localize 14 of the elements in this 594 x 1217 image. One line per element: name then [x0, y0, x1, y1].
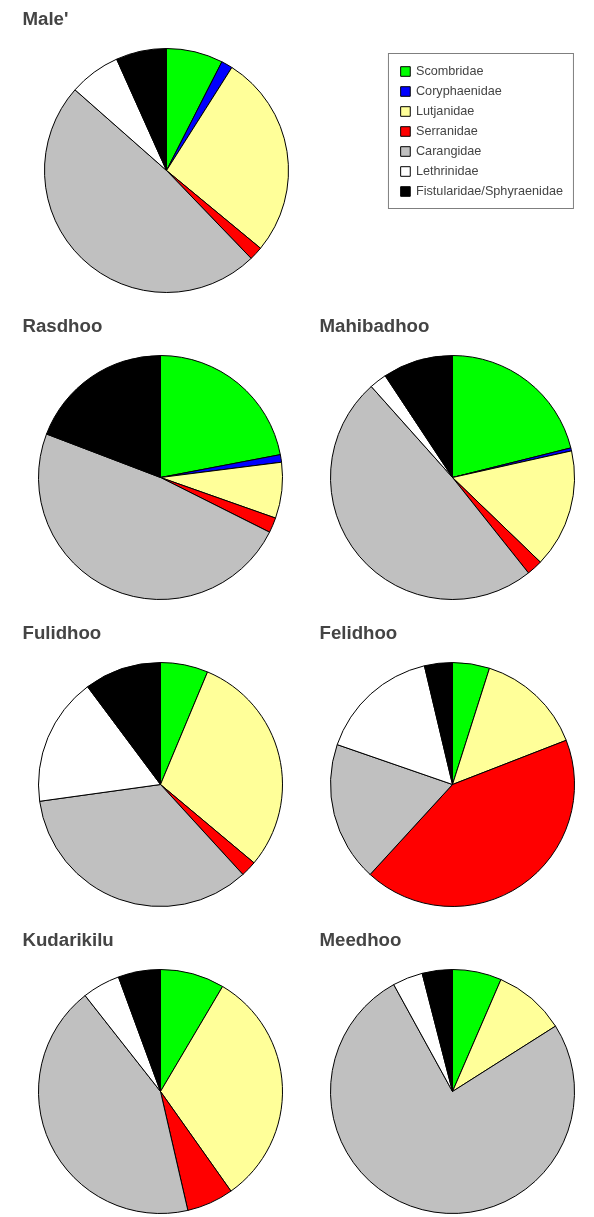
legend-label: Lutjanidae [415, 104, 475, 118]
legend-label: Fistularidae/Sphyraenidae [415, 184, 563, 198]
legend-label: Lethrinidae [415, 164, 479, 178]
legend-label: Serranidae [415, 124, 478, 138]
chart-title: Male' [22, 7, 69, 29]
chart-title: Kudarikilu [22, 928, 114, 950]
chart-title: Meedhoo [319, 928, 402, 950]
chart-title: Mahibadhoo [319, 314, 430, 336]
chart-title: Fulidhoo [22, 621, 102, 643]
chart-title: Rasdhoo [22, 314, 103, 336]
chart-title: Felidhoo [319, 621, 398, 643]
legend-label: Coryphaenidae [415, 84, 502, 98]
legend-label: Scombridae [415, 64, 484, 78]
legend-label: Carangidae [415, 144, 482, 158]
